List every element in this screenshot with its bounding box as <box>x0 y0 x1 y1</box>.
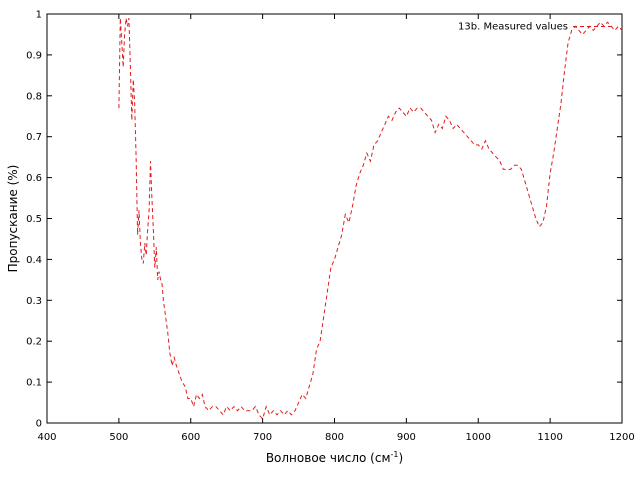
y-tick-label: 0.9 <box>26 50 42 61</box>
y-tick-label: 0.5 <box>26 214 42 225</box>
y-axis-title: Пропускание (%) <box>6 165 20 273</box>
x-tick-label: 600 <box>181 432 200 443</box>
y-tick-label: 0.4 <box>26 255 42 266</box>
y-tick-label: 0.8 <box>26 91 42 102</box>
plot-frame <box>46 13 623 424</box>
x-tick-label: 1200 <box>609 432 634 443</box>
x-axis-ticks: 400 500 600 700 800 900 1000 1100 1200 <box>37 14 635 443</box>
y-axis-ticks: 0 0.1 0.2 0.3 0.4 0.5 0.6 0.7 0.8 0.9 1 <box>26 10 622 430</box>
legend-label: 13b. Measured values <box>458 22 568 33</box>
x-tick-label: 800 <box>325 432 344 443</box>
y-tick-label: 0.7 <box>26 132 42 143</box>
x-tick-label: 900 <box>397 432 416 443</box>
y-tick-label: 0.2 <box>26 337 42 348</box>
series-line-0 <box>118 18 623 420</box>
y-tick-label: 0.6 <box>26 173 42 184</box>
legend: 13b. Measured values <box>458 22 615 33</box>
x-axis-title: Волновое число (см-1) <box>266 450 403 465</box>
x-tick-label: 400 <box>37 432 56 443</box>
x-tick-label: 700 <box>253 432 272 443</box>
y-tick-label: 0.3 <box>26 296 42 307</box>
series-layer <box>118 18 623 420</box>
x-tick-label: 500 <box>109 432 128 443</box>
y-tick-label: 0.1 <box>26 378 42 389</box>
y-tick-label: 1 <box>36 10 42 21</box>
x-tick-label: 1000 <box>466 432 491 443</box>
x-tick-label: 1100 <box>537 432 562 443</box>
y-tick-label: 0 <box>36 419 42 430</box>
